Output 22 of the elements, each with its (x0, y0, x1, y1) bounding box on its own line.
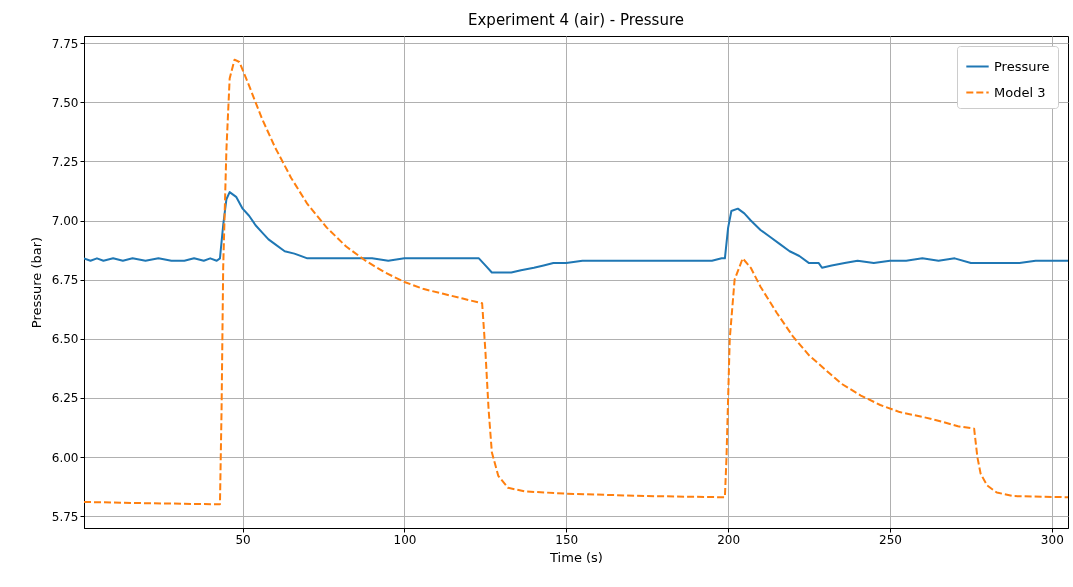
line-series (84, 191, 1068, 274)
x-tick-label: 200 (717, 532, 741, 547)
line-series (84, 58, 1068, 506)
x-tick-label: 300 (1040, 532, 1064, 547)
x-tick-label: 150 (555, 532, 579, 547)
x-tick-label: 250 (879, 532, 902, 547)
x-axis-title: Time (s) (549, 549, 603, 565)
chart-title: Experiment 4 (air) - Pressure (468, 11, 684, 29)
y-tick-label: 7.50 (51, 95, 79, 110)
legend-label: Model 3 (994, 84, 1046, 100)
y-tick-label: 6.00 (51, 450, 79, 465)
y-tick-label: 6.25 (51, 391, 79, 406)
y-tick-label: 7.75 (51, 36, 79, 51)
legend-label: Pressure (994, 58, 1050, 74)
y-tick-label: 6.75 (51, 273, 79, 288)
y-tick-label: 5.75 (51, 509, 79, 524)
y-tick-label: 7.25 (51, 154, 79, 169)
y-tick-label: 6.50 (51, 332, 79, 347)
x-tick-label: 50 (235, 532, 251, 547)
y-tick-label: 7.00 (51, 214, 79, 228)
y-axis-title: Pressure (bar) (28, 236, 44, 329)
x-tick-label: 100 (393, 532, 417, 547)
